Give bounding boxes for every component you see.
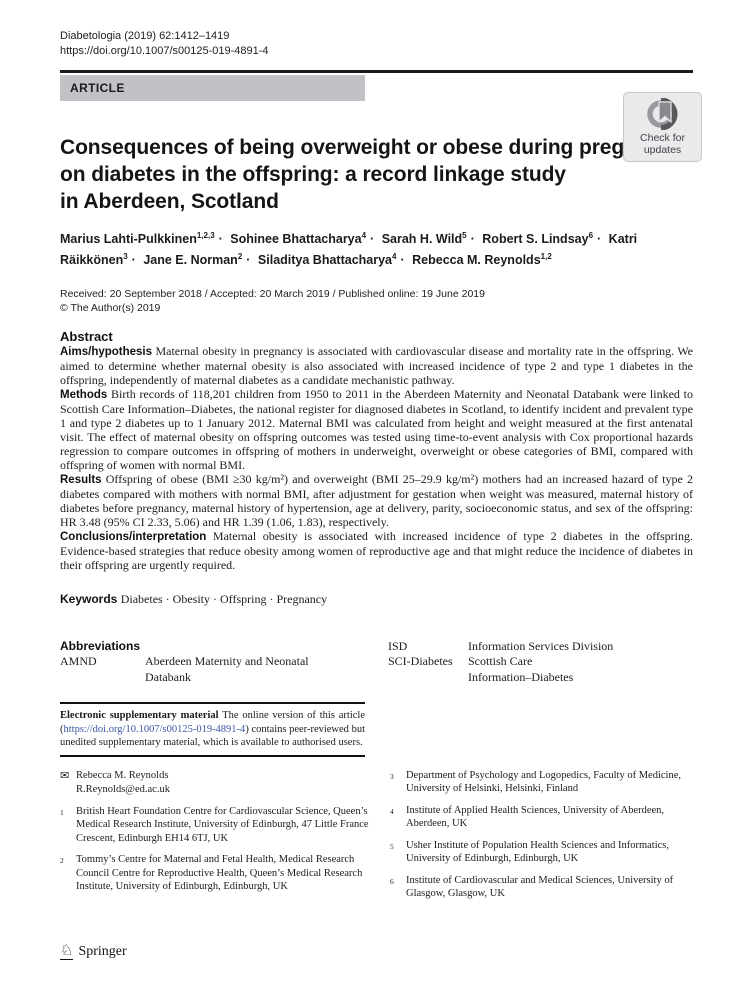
author: Rebecca M. Reynolds1,2 bbox=[412, 251, 552, 267]
author-affiliation-sup: 4 bbox=[361, 230, 367, 240]
abstract-results: Results Offspring of obese (BMI ≥30 kg/m… bbox=[60, 471, 694, 529]
author: Sarah H. Wild5 bbox=[381, 230, 467, 246]
check-for-updates-button[interactable]: Check for updates bbox=[623, 92, 702, 162]
author-affiliation-sup: 2 bbox=[237, 251, 243, 261]
author: Siladitya Bhattacharya4 bbox=[257, 251, 397, 267]
header-rule bbox=[60, 70, 693, 73]
esm-doi-link[interactable]: https://doi.org/10.1007/s00125-019-4891-… bbox=[63, 723, 246, 735]
correspondence-block: ✉ Rebecca M. Reynolds R.Reynolds@ed.ac.u… bbox=[60, 769, 390, 797]
supplementary-material-note: Electronic supplementary material The on… bbox=[60, 702, 365, 757]
check-updates-line2: updates bbox=[643, 144, 682, 156]
author-affiliation-sup: 1,2 bbox=[540, 251, 552, 261]
abstract-section: Abstract Aims/hypothesis Maternal obesit… bbox=[60, 329, 693, 572]
author-separator: · bbox=[370, 231, 375, 246]
page-title: Consequences of being overweight or obes… bbox=[60, 135, 684, 213]
email-icon: ✉ bbox=[60, 769, 70, 782]
author: Jane E. Norman2 bbox=[143, 251, 243, 267]
author-separator: · bbox=[597, 231, 602, 246]
author-affiliation-sup: 1,2,3 bbox=[196, 230, 215, 240]
author-separator: · bbox=[470, 231, 475, 246]
doi-line: https://doi.org/10.1007/s00125-019-4891-… bbox=[60, 45, 269, 57]
affiliation-5: 5 Usher Institute of Population Health S… bbox=[390, 839, 670, 865]
check-updates-line1: Check for bbox=[640, 132, 685, 144]
abstract-conclusions: Conclusions/interpretation Maternal obes… bbox=[60, 528, 693, 572]
publisher-name: Springer bbox=[78, 944, 127, 959]
author-separator: · bbox=[400, 252, 405, 267]
corresponding-author-email[interactable]: R.Reynolds@ed.ac.uk bbox=[76, 783, 170, 795]
author: Robert S. Lindsay6 bbox=[482, 230, 594, 246]
author-affiliation-sup: 4 bbox=[392, 251, 397, 261]
keywords-label: Keywords bbox=[60, 591, 118, 606]
affiliation-3: 3 Department of Psychology and Logopedic… bbox=[390, 769, 681, 795]
corresponding-author-name: Rebecca M. Reynolds bbox=[76, 769, 169, 781]
received-accepted-published: Received: 20 September 2018 / Accepted: … bbox=[60, 287, 485, 300]
affiliation-2: 2 Tommy’s Centre for Maternal and Fetal … bbox=[60, 854, 363, 893]
author: Katri Räikkönen3 bbox=[60, 231, 638, 267]
author-list: Marius Lahti-Pulkkinen1,2,3 · Sohinee Bha… bbox=[60, 227, 710, 269]
keywords-line: Keywords Diabetes · Obesity · Offspring … bbox=[60, 592, 693, 607]
author: Sohinee Bhattacharya4 bbox=[230, 230, 367, 246]
abstract-methods: Methods Birth records of 118,201 childre… bbox=[60, 386, 694, 472]
author-separator: · bbox=[218, 231, 223, 246]
abstract-heading: Abstract bbox=[60, 328, 113, 344]
author-separator: · bbox=[131, 252, 136, 267]
author: Marius Lahti-Pulkkinen1,2,3 bbox=[60, 230, 215, 246]
author-affiliation-sup: 6 bbox=[588, 230, 594, 240]
article-type-badge: ARTICLE bbox=[60, 74, 365, 101]
publisher-footer: ♘ Springer bbox=[60, 944, 127, 960]
copyright-notice: © The Author(s) 2019 bbox=[60, 301, 161, 314]
affiliation-4: 4 Institute of Applied Health Sciences, … bbox=[390, 804, 665, 830]
footnotes-area: ✉ Rebecca M. Reynolds R.Reynolds@ed.ac.u… bbox=[60, 769, 693, 901]
abbreviations-section: Abbreviations AMND Aberdeen Maternity an… bbox=[60, 639, 693, 686]
abstract-aims: Aims/hypothesis Maternal obesity in preg… bbox=[60, 343, 694, 387]
abbreviations-heading: Abbreviations bbox=[60, 638, 141, 653]
author-separator: · bbox=[246, 252, 251, 267]
affiliation-6: 6 Institute of Cardiovascular and Medica… bbox=[390, 874, 674, 900]
abbreviation-entry: SCI-Diabetes Scottish Care Information–D… bbox=[388, 654, 574, 684]
journal-citation: Diabetologia (2019) 62:1412–1419 bbox=[60, 30, 230, 42]
keywords-value: Diabetes · Obesity · Offspring · Pregnan… bbox=[120, 591, 328, 606]
affiliation-1: 1 British Heart Foundation Centre for Ca… bbox=[60, 805, 369, 844]
article-type-label: ARTICLE bbox=[70, 80, 125, 95]
esm-label: Electronic supplementary material bbox=[60, 710, 219, 722]
author-affiliation-sup: 3 bbox=[123, 251, 128, 261]
crossmark-icon bbox=[646, 98, 680, 130]
abbreviation-entry: AMND Aberdeen Maternity and Neonatal Dat… bbox=[60, 654, 309, 684]
author-affiliation-sup: 5 bbox=[462, 230, 467, 240]
springer-logo-icon: ♘ bbox=[60, 943, 74, 960]
abbreviation-entry: ISD Information Services Division bbox=[388, 638, 614, 653]
